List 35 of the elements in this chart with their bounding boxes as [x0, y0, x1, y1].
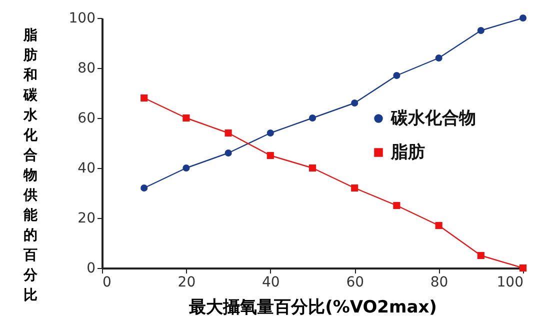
legend-label: 脂肪 — [390, 142, 425, 162]
point — [266, 129, 274, 137]
x-tick-label: 20 — [178, 274, 196, 290]
point — [351, 184, 358, 192]
point — [182, 164, 190, 172]
point — [393, 72, 400, 80]
point — [393, 202, 400, 210]
y-tick-label: 0 — [86, 260, 96, 276]
point — [266, 152, 274, 160]
point — [351, 99, 358, 107]
point — [477, 252, 484, 260]
x-tick-label: 100 — [496, 274, 524, 290]
point — [140, 184, 148, 192]
y-tick-label: 100 — [68, 10, 96, 26]
x-tick-label: 60 — [346, 274, 364, 290]
x-tick-label: 80 — [430, 274, 448, 290]
point — [477, 26, 484, 34]
point — [140, 94, 148, 102]
x-tick-label: 0 — [102, 274, 112, 290]
x-axis-title: 最大攝氧量百分比(%VO2max) — [188, 298, 437, 318]
point — [308, 114, 316, 122]
point — [182, 114, 190, 122]
point — [308, 164, 316, 172]
y-tick-label: 60 — [78, 110, 96, 126]
text: 脂肪和碳水化合物供能的百分比 — [24, 28, 38, 304]
point — [435, 54, 442, 62]
point — [519, 14, 527, 22]
point — [224, 129, 232, 137]
y-tick-label: 20 — [78, 210, 96, 226]
y-tick-label: 40 — [78, 160, 96, 176]
x-tick-label: 40 — [262, 274, 280, 290]
point — [435, 222, 442, 230]
legend-label: 碳水化合物 — [390, 108, 476, 128]
point — [224, 149, 232, 157]
y-tick-label: 80 — [78, 60, 96, 76]
